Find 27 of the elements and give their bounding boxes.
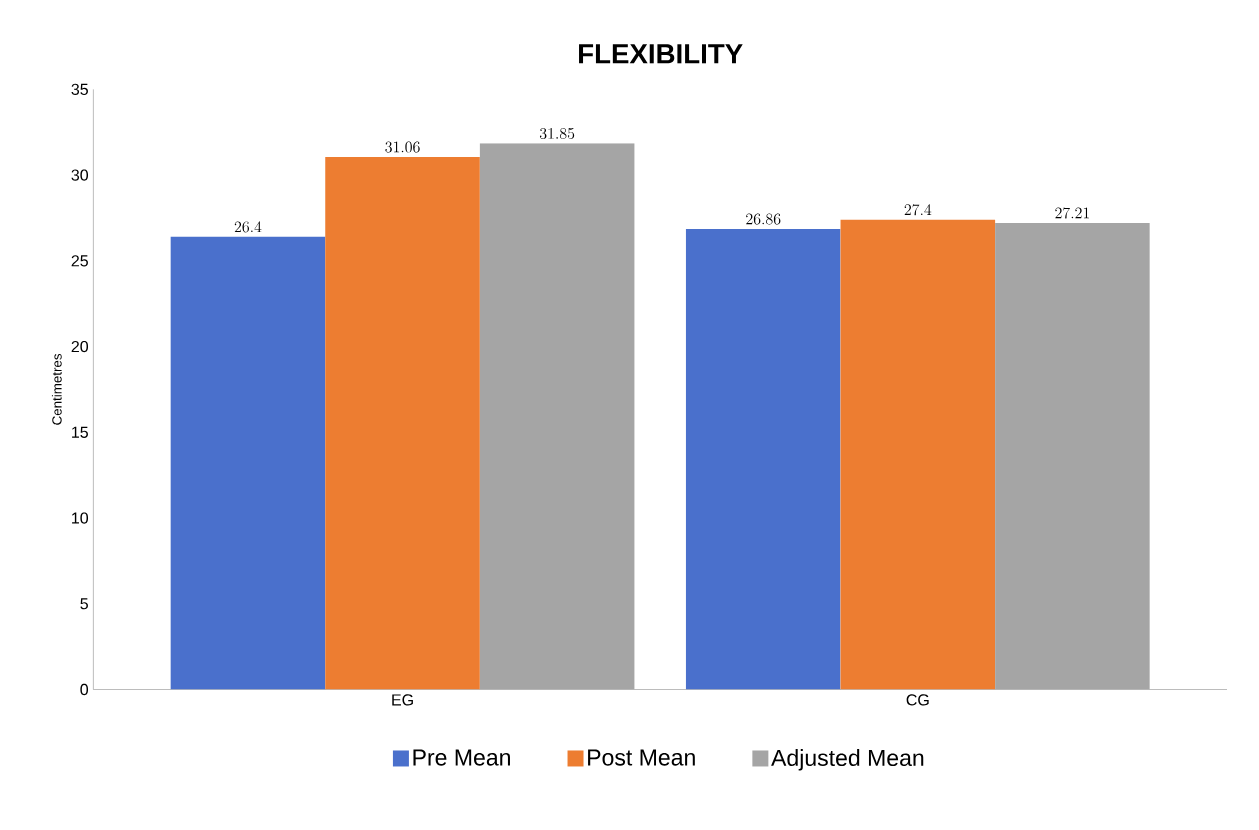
- data-label: 26.86: [746, 213, 781, 225]
- data-label: 31 .06: [385, 141, 420, 153]
- legend-label: Post Mean: [588, 749, 695, 766]
- chart-title: FLEXIBILITY: [579, 44, 743, 64]
- y-axis-title: Centimetres: [51, 354, 62, 425]
- bar: [170, 237, 326, 690]
- data-label: 31 .85: [539, 128, 575, 140]
- y-tick-label: 35: [71, 83, 88, 96]
- bar: [325, 157, 480, 690]
- bar: [840, 219, 996, 690]
- y-tick-label: 10: [72, 512, 89, 524]
- data-label: 27.4: [904, 204, 932, 216]
- x-tick-label: CG: [906, 694, 929, 706]
- legend-label: Pre Mean: [413, 749, 510, 766]
- data-label: 27.21: [1055, 207, 1089, 219]
- y-tick-label: 25: [71, 255, 88, 267]
- y-tick-label: 0: [80, 684, 89, 696]
- y-tick-label: 5: [80, 598, 88, 610]
- x-tick-label: EG: [392, 694, 413, 706]
- y-tick-label: 20: [71, 341, 89, 353]
- bar: [995, 223, 1150, 690]
- bar: [479, 143, 635, 690]
- y-tick-label: 30: [71, 169, 89, 181]
- legend-label: Adjusted Mean: [771, 749, 924, 771]
- bar: [685, 229, 841, 690]
- y-tick-label: 15: [72, 426, 88, 439]
- data-label: 26.4: [234, 221, 262, 233]
